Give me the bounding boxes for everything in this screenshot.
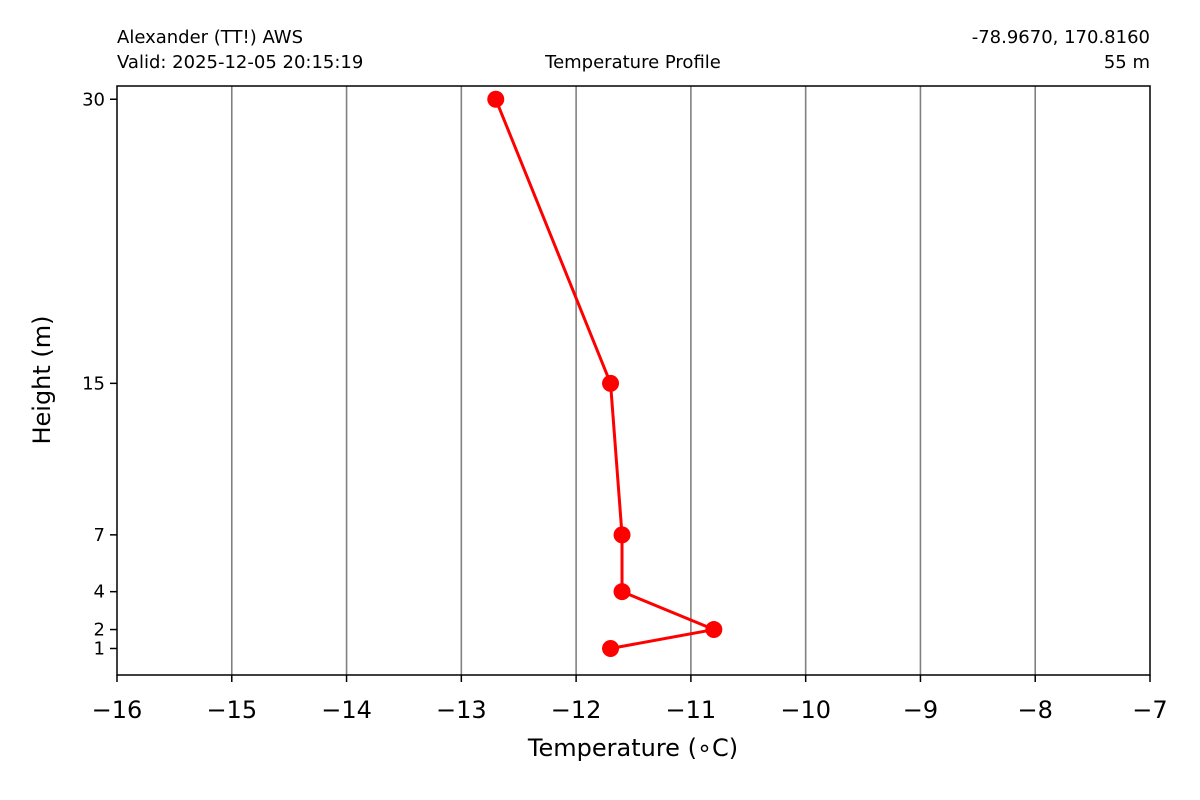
y-tick-label: 4 [94,582,105,603]
valid-time: Valid: 2025-12-05 20:15:19 [117,52,363,73]
station-elevation: 55 m [1104,52,1150,73]
temperature-point [602,374,620,392]
x-axis-label: Temperature (∘C) [527,734,738,762]
station-name: Alexander (TT!) AWS [117,27,303,48]
station-coordinates: -78.9670, 170.8160 [972,27,1150,48]
x-tick-label: −13 [436,696,487,724]
y-tick-label: 1 [94,638,105,659]
y-tick-label: 30 [82,89,105,110]
plot-series [487,90,723,657]
temperature-point [613,583,631,601]
y-axis-label: Height (m) [28,315,56,444]
x-tick-label: −8 [1018,696,1053,724]
gridlines [230,86,1037,675]
x-axis-ticks: −16 −15 −14 −13 −12 −11 −10 −9 −8 −7 [92,675,1168,724]
x-tick-label: −16 [92,696,143,724]
x-tick-label: −10 [780,696,831,724]
x-tick-label: −7 [1132,696,1167,724]
y-tick-label: 2 [94,620,105,641]
temperature-point [613,526,631,544]
y-tick-label: 15 [82,373,105,394]
x-tick-label: −9 [903,696,938,724]
y-axis-ticks: 12 4 7 15 30 [82,89,117,659]
temperature-point [705,621,723,639]
temperature-point [602,639,620,657]
plot-frame [116,85,1151,676]
temperature-line [494,98,716,650]
chart-title: Temperature Profile [544,52,721,73]
x-tick-label: −15 [206,696,257,724]
x-tick-label: −14 [321,696,372,724]
y-tick-label: 7 [94,525,105,546]
x-tick-label: −11 [666,696,717,724]
x-tick-label: −12 [551,696,602,724]
temperature-point [487,90,505,108]
